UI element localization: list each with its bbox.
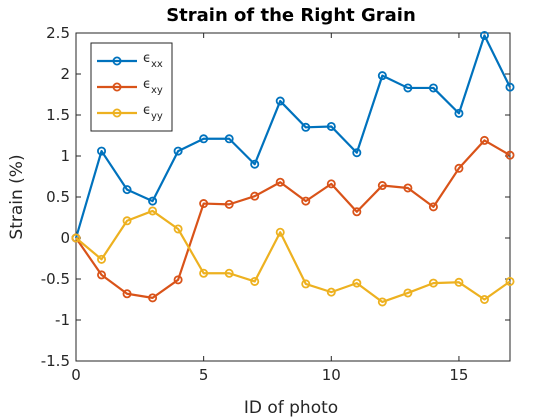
data-point-yy <box>173 224 183 234</box>
data-point-yy <box>148 206 158 216</box>
series-line-yy <box>75 209 511 304</box>
data-point-xy <box>250 191 260 201</box>
data-point-xx <box>173 146 183 156</box>
data-point-yy <box>403 288 413 298</box>
data-point-yy <box>250 276 260 286</box>
x-tick-label: 10 <box>322 366 341 384</box>
data-point-xy <box>122 289 132 299</box>
data-point-yy <box>326 287 336 297</box>
data-point-yy <box>352 278 362 288</box>
data-point-yy <box>377 297 387 307</box>
data-point-xy <box>275 177 285 187</box>
legend-label-xy: ϵxy <box>143 77 163 96</box>
data-point-xy <box>148 293 158 303</box>
data-point-xx <box>403 83 413 93</box>
data-point-xy <box>301 196 311 206</box>
legend-label-xx: ϵxx <box>143 51 163 70</box>
data-point-xx <box>326 121 336 131</box>
data-point-yy <box>275 227 285 237</box>
data-point-xx <box>454 108 464 118</box>
data-point-yy <box>505 276 515 286</box>
x-axis-label: ID of photo <box>244 398 338 418</box>
data-point-yy <box>97 254 107 264</box>
data-point-yy <box>428 278 438 288</box>
plot-area: 0 5 10 15 -1.5 -1 -0.5 0 0.5 1 1.5 2 2.5 <box>41 24 515 384</box>
data-point-xx <box>479 30 489 40</box>
legend-marker-xy <box>112 82 122 92</box>
data-point-xx <box>224 134 234 144</box>
data-point-xx <box>428 83 438 93</box>
data-point-xy <box>454 163 464 173</box>
y-tick-label: -0.5 <box>41 270 70 288</box>
data-point-xx <box>301 122 311 132</box>
y-tick-label: -1 <box>55 311 70 329</box>
data-point-xy <box>326 179 336 189</box>
legend: ϵxx ϵxy ϵyy <box>90 42 173 132</box>
data-point-xy <box>479 135 489 145</box>
data-point-xy <box>352 207 362 217</box>
data-point-yy <box>199 268 209 278</box>
y-tick-label: 1 <box>60 147 70 165</box>
data-point-yy <box>224 268 234 278</box>
data-point-xx <box>352 148 362 158</box>
legend-marker-xx <box>112 56 122 66</box>
data-point-xx <box>250 159 260 169</box>
x-tick-label: 15 <box>449 366 468 384</box>
chart-title: Strain of the Right Grain <box>166 5 416 26</box>
y-tick-label: 0.5 <box>46 188 70 206</box>
data-point-xy <box>173 275 183 285</box>
data-point-xx <box>199 134 209 144</box>
data-point-xy <box>377 181 387 191</box>
y-tick-label: 2 <box>60 65 70 83</box>
data-point-yy <box>479 294 489 304</box>
data-point-yy <box>122 216 132 226</box>
data-point-xy <box>224 199 234 209</box>
data-point-xy <box>428 202 438 212</box>
y-axis-label: Strain (%) <box>7 154 27 239</box>
x-tick-label: 5 <box>199 366 209 384</box>
data-point-xy <box>505 150 515 160</box>
y-tick-label: -1.5 <box>41 352 70 370</box>
y-tick-label: 0 <box>60 229 70 247</box>
data-point-xx <box>122 185 132 195</box>
data-point-xx <box>505 82 515 92</box>
data-point-yy <box>71 233 81 243</box>
data-point-yy <box>454 277 464 287</box>
series-line-xx <box>74 34 511 239</box>
legend-marker-yy <box>112 108 122 118</box>
data-point-xy <box>199 199 209 209</box>
data-point-xy <box>403 183 413 193</box>
data-point-xx <box>97 146 107 156</box>
data-point-xx <box>275 96 285 106</box>
data-point-xy <box>97 270 107 280</box>
y-tick-label: 1.5 <box>46 106 70 124</box>
y-tick-label: 2.5 <box>46 24 70 42</box>
data-point-yy <box>301 279 311 289</box>
x-tick-label: 0 <box>71 366 81 384</box>
legend-label-yy: ϵyy <box>143 103 163 122</box>
data-point-xx <box>377 71 387 81</box>
data-point-xx <box>148 196 158 206</box>
series-line-xy <box>75 139 511 299</box>
